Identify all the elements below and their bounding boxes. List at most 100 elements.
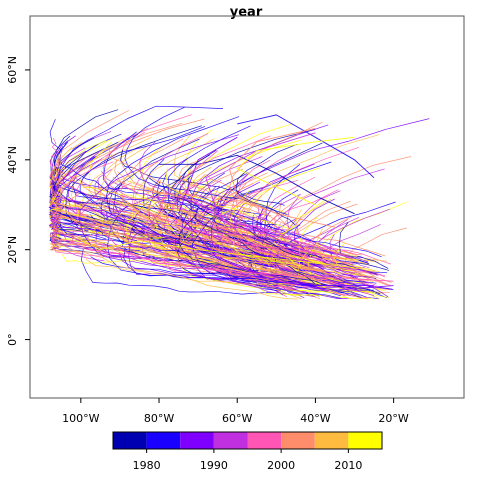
storm-track <box>233 207 358 270</box>
y-tick-label: 20°N <box>6 236 19 264</box>
storm-track <box>270 240 386 278</box>
hurricane-tracks <box>48 105 430 300</box>
storm-track <box>63 194 215 263</box>
storm-track <box>195 251 346 297</box>
storm-track <box>177 150 355 260</box>
y-axis: 0° 20°N 40°N 60°N <box>6 56 30 346</box>
legend-frame <box>112 431 383 450</box>
legend-swatch <box>146 432 181 449</box>
legend-tick-label: 2010 <box>334 459 362 472</box>
plot-frame <box>29 15 465 399</box>
y-tick-label: 40°N <box>6 146 19 174</box>
storm-track <box>112 176 215 208</box>
storm-track <box>88 141 171 219</box>
storm-track <box>71 233 131 259</box>
storm-track <box>210 242 280 292</box>
legend-swatch <box>113 432 147 449</box>
storm-track <box>50 198 102 236</box>
color-legend: 1980 1990 2000 2010 <box>112 431 383 472</box>
storm-track <box>58 239 135 257</box>
storm-track <box>49 179 194 232</box>
legend-swatch <box>348 432 382 449</box>
storm-track <box>175 200 335 294</box>
y-tick-label: 0° <box>6 333 19 346</box>
storm-track <box>50 138 157 225</box>
storm-track <box>49 105 224 226</box>
storm-track <box>55 152 103 214</box>
legend-swatch <box>247 432 282 449</box>
storm-track <box>49 161 114 251</box>
x-axis: 100°W 80°W 60°W 40°W 20°W <box>62 398 409 425</box>
storm-track <box>274 261 375 296</box>
storm-track <box>62 133 168 250</box>
storm-track <box>119 195 375 278</box>
storm-track <box>274 256 394 290</box>
storm-track <box>80 175 199 214</box>
storm-track <box>159 154 355 215</box>
legend-swatch <box>180 432 214 449</box>
storm-track <box>116 226 300 286</box>
storm-track <box>227 231 378 275</box>
storm-track <box>223 269 362 298</box>
storm-track <box>108 148 272 216</box>
storm-track <box>80 240 355 269</box>
x-tick-label: 100°W <box>62 412 99 425</box>
storm-track <box>49 157 148 239</box>
storm-track <box>190 214 284 253</box>
legend-tick-label: 1980 <box>133 459 161 472</box>
legend-tick-label: 2000 <box>267 459 295 472</box>
storm-track <box>182 216 333 279</box>
storm-track <box>152 206 207 247</box>
storm-track <box>147 191 328 272</box>
storm-track <box>109 220 374 282</box>
storm-track <box>112 202 352 259</box>
storm-track <box>174 149 302 257</box>
legend-tick-label: 1990 <box>200 459 228 472</box>
storm-track <box>278 245 379 263</box>
storm-track <box>298 251 351 300</box>
y-tick-label: 60°N <box>6 56 19 84</box>
storm-track <box>228 127 336 228</box>
storm-track <box>142 159 186 223</box>
storm-track <box>58 110 164 220</box>
storm-track <box>229 190 302 269</box>
storm-track <box>200 227 309 256</box>
storm-track <box>178 158 252 207</box>
storm-track <box>165 167 292 230</box>
storm-track <box>232 241 301 267</box>
storm-track <box>171 178 286 262</box>
storm-track <box>49 196 111 242</box>
x-tick-label: 80°W <box>144 412 174 425</box>
storm-track <box>189 172 369 264</box>
storm-track <box>298 217 359 273</box>
storm-track <box>178 136 394 291</box>
storm-track <box>124 106 279 231</box>
storm-track <box>100 213 375 287</box>
storm-track <box>79 134 255 272</box>
storm-track <box>125 198 211 248</box>
storm-track <box>128 227 278 286</box>
storm-track <box>236 159 358 256</box>
storm-track <box>177 214 257 272</box>
storm-track <box>49 153 219 217</box>
x-tick-label: 40°W <box>300 412 330 425</box>
storm-track <box>229 121 323 225</box>
storm-track <box>51 226 188 266</box>
storm-track <box>179 166 358 258</box>
storm-track <box>274 198 368 300</box>
storm-track <box>194 208 317 285</box>
storm-track <box>236 136 355 206</box>
storm-track <box>80 246 292 295</box>
x-tick-label: 20°W <box>378 412 408 425</box>
legend-swatch <box>314 432 349 449</box>
storm-track <box>166 204 376 272</box>
storm-track <box>237 114 375 179</box>
legend-swatch <box>213 432 248 449</box>
storm-track <box>272 223 375 279</box>
storm-track <box>175 221 356 272</box>
storm-track <box>317 228 381 273</box>
storm-track <box>249 251 343 286</box>
storm-track <box>167 125 251 226</box>
